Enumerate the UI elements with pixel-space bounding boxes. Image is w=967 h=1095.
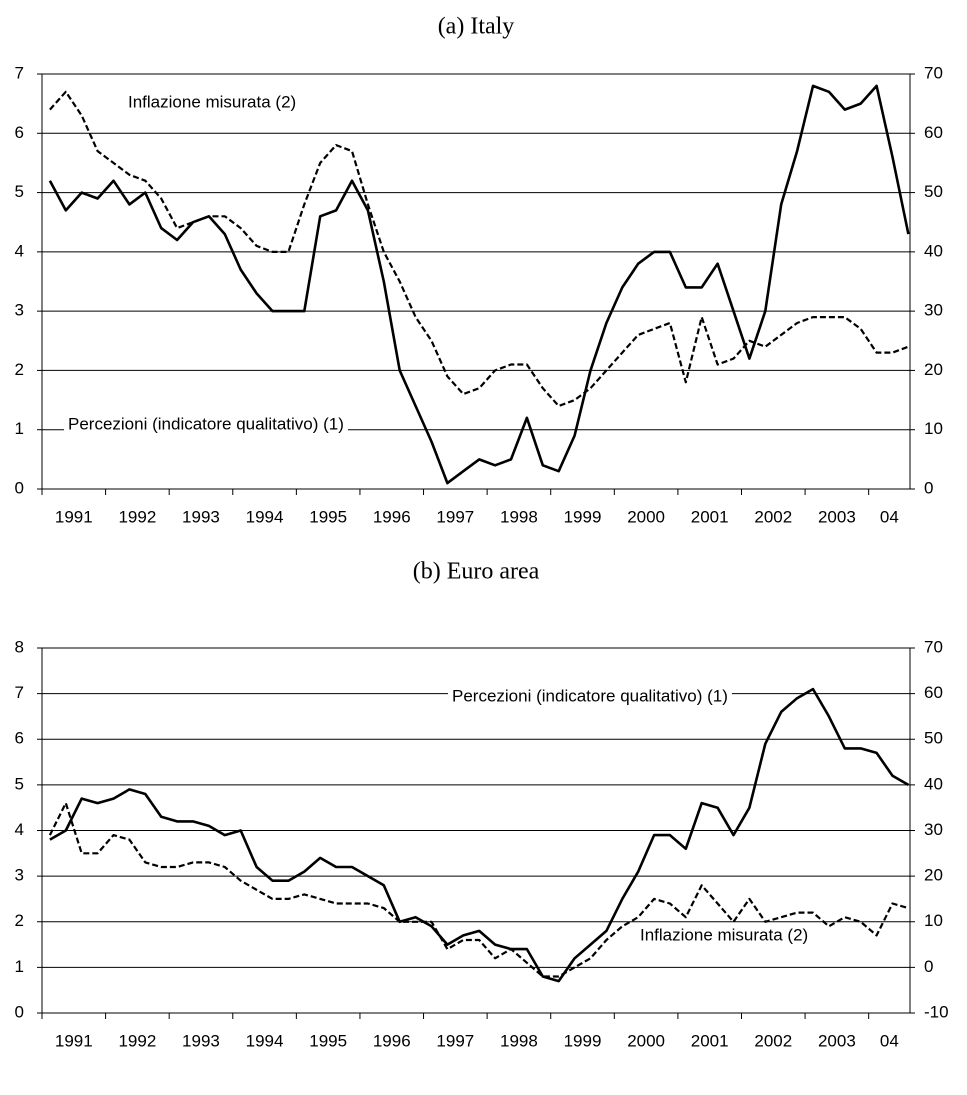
y-tick-label: 7 (15, 683, 24, 702)
y-tick-label: 4 (15, 241, 24, 260)
y2-tick-label: 60 (924, 683, 943, 702)
series-line (48, 84, 910, 485)
y2-tick-label: 20 (924, 866, 943, 885)
x-tick-label: 2002 (754, 1031, 792, 1050)
x-tick-label: 2001 (691, 1031, 729, 1050)
label-background (64, 413, 348, 437)
x-tick-label: 1992 (118, 1031, 156, 1050)
series-line (48, 802, 909, 978)
y2-tick-label: 70 (924, 637, 943, 656)
series-label: Percezioni (indicatore qualitativo) (1) (452, 686, 728, 705)
y-tick-label: 3 (15, 301, 24, 320)
y2-tick-label: 40 (924, 774, 943, 793)
series-line (49, 90, 909, 408)
y-tick-label: 5 (15, 182, 24, 201)
y2-tick-label: 70 (924, 63, 943, 82)
y2-tick-label: 50 (924, 729, 943, 748)
y2-tick-label: -10 (924, 1002, 949, 1021)
y-tick-label: 3 (15, 866, 24, 885)
x-tick-label: 1996 (373, 1031, 411, 1050)
x-tick-label: 1997 (436, 1031, 474, 1050)
y2-tick-label: 10 (924, 419, 943, 438)
label-background (124, 91, 301, 115)
y-tick-label: 6 (15, 729, 24, 748)
x-tick-label: 2003 (818, 507, 856, 526)
y-tick-label: 5 (15, 774, 24, 793)
y-tick-label: 1 (15, 419, 24, 438)
x-tick-label: 04 (880, 507, 899, 526)
y-tick-label: 4 (15, 820, 24, 839)
x-tick-label: 1993 (182, 1031, 220, 1050)
x-tick-label: 1997 (436, 507, 474, 526)
y2-tick-label: 40 (924, 241, 943, 260)
chart-title: (a) Italy (438, 14, 515, 40)
x-tick-label: 1994 (246, 507, 284, 526)
label-background (448, 685, 732, 709)
x-tick-label: 1993 (182, 507, 220, 526)
x-tick-label: 1998 (500, 507, 538, 526)
x-tick-label: 1996 (373, 507, 411, 526)
y2-tick-label: 30 (924, 820, 943, 839)
series-label: Inflazione misurata (2) (128, 92, 296, 111)
y2-tick-label: 50 (924, 182, 943, 201)
y-tick-label: 2 (15, 360, 24, 379)
x-tick-label: 1999 (564, 1031, 602, 1050)
x-tick-label: 1999 (564, 507, 602, 526)
x-tick-label: 1995 (309, 1031, 347, 1050)
x-tick-label: 2000 (627, 1031, 665, 1050)
series-line (49, 687, 910, 983)
label-background (636, 924, 813, 948)
x-tick-label: 2000 (627, 507, 665, 526)
x-tick-label: 1991 (55, 507, 93, 526)
y-tick-label: 8 (15, 637, 24, 656)
y2-tick-label: 20 (924, 360, 943, 379)
y-tick-label: 7 (15, 63, 24, 82)
x-tick-label: 2002 (754, 507, 792, 526)
y2-tick-label: 0 (924, 478, 933, 497)
series-label: Percezioni (indicatore qualitativo) (1) (68, 414, 344, 433)
y2-tick-label: 60 (924, 123, 943, 142)
x-tick-label: 1992 (118, 507, 156, 526)
series-label: Inflazione misurata (2) (640, 925, 808, 944)
y2-tick-label: 0 (924, 957, 933, 976)
x-tick-label: 1994 (246, 1031, 284, 1050)
y-tick-label: 0 (15, 1002, 24, 1021)
x-tick-label: 1995 (309, 507, 347, 526)
y-tick-label: 0 (15, 478, 24, 497)
x-tick-label: 1991 (55, 1031, 93, 1050)
x-tick-label: 1998 (500, 1031, 538, 1050)
y-tick-label: 6 (15, 123, 24, 142)
x-tick-label: 04 (880, 1031, 899, 1050)
y-tick-label: 1 (15, 957, 24, 976)
y2-tick-label: 30 (924, 301, 943, 320)
y-tick-label: 2 (15, 911, 24, 930)
y2-tick-label: 10 (924, 911, 943, 930)
x-tick-label: 2003 (818, 1031, 856, 1050)
chart-title: (b) Euro area (413, 559, 540, 585)
x-tick-label: 2001 (691, 507, 729, 526)
